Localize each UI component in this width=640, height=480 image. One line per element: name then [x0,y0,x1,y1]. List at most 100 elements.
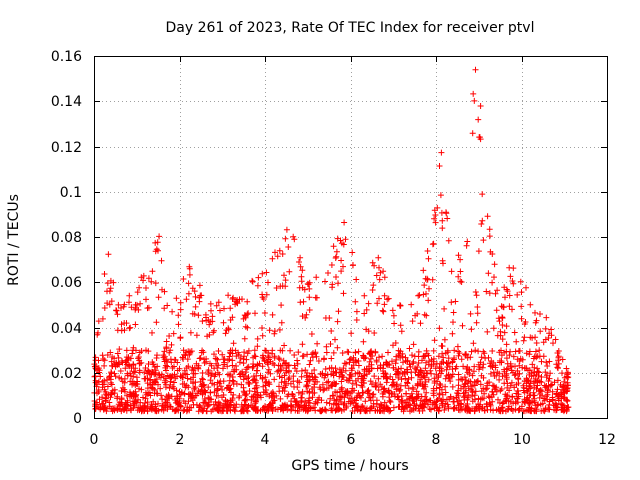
data-point [459,322,466,329]
data-point [339,388,346,395]
data-point [358,394,364,401]
data-point [265,356,272,363]
data-point [361,292,368,299]
data-point [322,406,329,413]
data-point [370,391,377,398]
data-point [135,306,142,313]
data-point [172,397,179,403]
data-point [440,359,447,366]
data-point [326,315,333,321]
data-point [400,359,406,366]
data-point [288,406,295,413]
data-point [226,382,232,389]
data-point [432,219,439,226]
data-point [438,149,445,156]
data-point [415,292,422,299]
data-point [248,402,255,409]
data-point [518,289,525,296]
data-point [386,408,393,415]
data-point [124,356,131,363]
data-point [245,374,252,381]
data-point [520,387,527,394]
data-point [171,385,177,392]
data-point [281,342,288,349]
data-point [189,310,196,317]
data-point [419,383,426,390]
data-point [298,397,305,404]
data-point [381,399,388,406]
data-point [187,329,194,336]
data-point [430,355,437,362]
data-point [408,395,415,401]
data-point [473,292,480,299]
data-point [348,365,355,372]
data-point [422,400,429,407]
data-point [136,284,143,291]
data-point [414,382,421,389]
data-point [166,385,173,391]
data-point [244,396,250,403]
data-point [186,263,193,270]
data-point [269,347,276,354]
data-point [203,358,210,365]
data-point [265,406,272,413]
data-point [327,395,334,402]
data-point [129,350,136,357]
data-point [333,369,340,376]
data-point [468,348,475,355]
data-point [101,357,108,364]
data-point [340,374,347,381]
data-point [186,348,193,355]
data-point [522,319,529,325]
data-point [382,389,388,396]
data-point [418,368,425,375]
data-point [340,263,346,270]
data-point [203,314,209,321]
data-point [487,370,494,377]
data-point [137,360,143,367]
data-point [492,386,499,393]
data-point [496,318,503,325]
data-point [193,332,200,339]
data-point [461,397,468,403]
data-point [417,320,424,327]
data-point [143,285,149,291]
data-point [177,403,184,410]
data-point [118,388,125,394]
data-point [504,392,511,399]
data-point [353,276,360,283]
data-point [191,288,198,295]
data-point [151,390,158,397]
data-point [143,296,149,303]
data-point [381,385,388,392]
data-point [121,327,128,334]
data-point [282,283,289,290]
data-point [332,255,339,261]
data-point [386,394,393,401]
data-point [526,348,533,355]
data-point [455,392,462,399]
data-point [540,407,547,414]
data-point [134,289,141,296]
data-point [367,378,374,385]
data-point [119,384,126,391]
data-point [126,391,133,398]
data-point [307,357,314,364]
data-point [259,363,266,370]
data-point [315,358,322,364]
data-point [493,372,500,379]
data-point [212,355,219,362]
data-point [197,292,204,299]
data-point [298,399,304,406]
data-point [213,360,220,367]
data-point [461,374,468,381]
data-point [215,299,222,306]
data-point [245,310,252,317]
data-point [229,362,236,369]
data-point [477,359,484,366]
data-point [128,365,135,371]
data-point [443,372,450,379]
data-point [497,328,504,335]
data-point [166,333,173,339]
data-point [185,398,192,405]
